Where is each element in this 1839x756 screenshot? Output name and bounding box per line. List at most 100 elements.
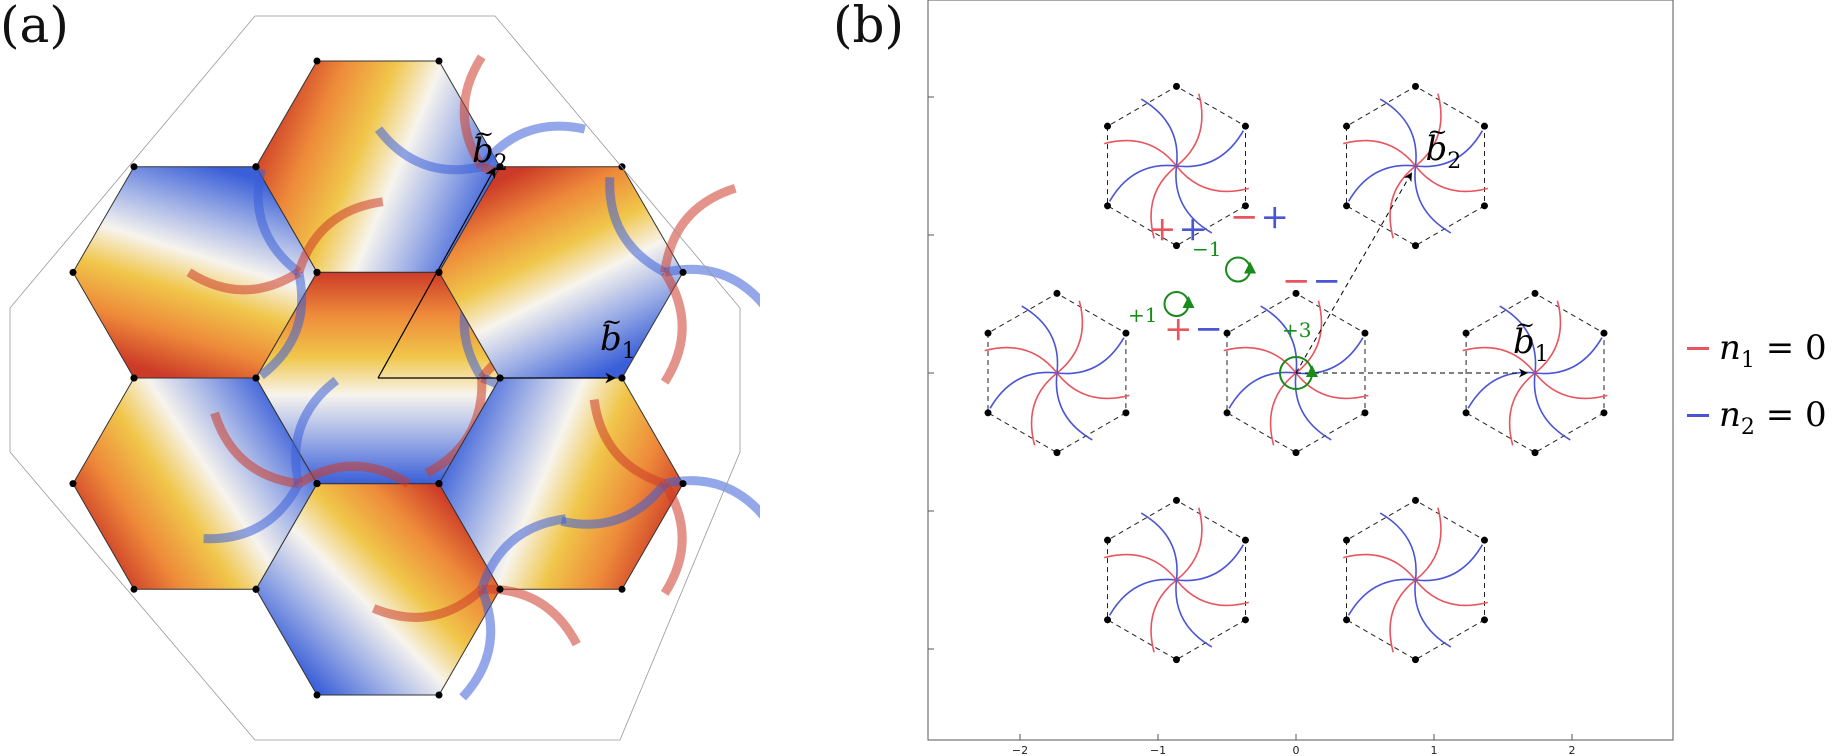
nodal-line-n2	[1108, 578, 1177, 616]
phase-band	[660, 269, 687, 385]
lattice-point	[1480, 616, 1488, 624]
vector-b1-label-tilde: ~	[602, 308, 622, 336]
nodal-line-n2	[1534, 337, 1603, 375]
nodal-line-n2	[1021, 305, 1059, 374]
lattice-point	[1361, 409, 1369, 417]
lattice-point	[496, 585, 504, 593]
x-tick-label: −2	[1012, 744, 1028, 756]
phase-band	[258, 271, 307, 380]
lattice-point	[1343, 122, 1351, 130]
lattice-point	[1343, 616, 1351, 624]
panel-a-label: (a)	[0, 0, 69, 54]
phase-band	[477, 514, 567, 591]
nodal-line-n1	[1534, 372, 1608, 400]
nodal-line-n1	[1342, 553, 1417, 581]
nodal-line-n1	[1389, 579, 1417, 653]
lattice-point	[252, 163, 260, 171]
lattice-point	[1600, 329, 1608, 337]
lattice-point	[984, 329, 992, 337]
lattice-point	[1600, 409, 1608, 417]
x-tick-label: −1	[1150, 744, 1166, 756]
lattice-point	[1241, 536, 1249, 544]
sign-label: ++	[1148, 209, 1207, 249]
phase-band	[253, 168, 302, 276]
nodal-line-n1	[1414, 579, 1489, 607]
nodal-line-n1	[1508, 372, 1536, 446]
phase-band	[663, 476, 760, 519]
outer-outline	[9, 15, 741, 741]
legend-label-n2: n2 = 0	[1719, 395, 1827, 440]
lattice-point	[1241, 122, 1249, 130]
phase-band	[478, 121, 586, 170]
vector-b2-arrow	[377, 167, 496, 379]
sign-label: +−	[1164, 309, 1223, 349]
winding-label: +3	[1282, 318, 1311, 342]
legend-label-n1: n1 = 0	[1719, 328, 1827, 373]
lattice-point	[618, 585, 626, 593]
nodal-line-n1	[1175, 93, 1203, 167]
lattice-point	[679, 480, 687, 488]
nodal-line-n2	[1414, 165, 1452, 234]
nodal-line-n2	[1140, 512, 1178, 581]
lattice-point	[1343, 536, 1351, 544]
nodal-line-n2	[1295, 337, 1364, 375]
lattice-point	[313, 57, 321, 65]
winding-circle	[1225, 256, 1252, 283]
lattice-point	[1480, 202, 1488, 210]
nodal-line-n1	[1415, 507, 1442, 581]
phase-band	[296, 461, 411, 488]
lattice-point	[1462, 409, 1470, 417]
lattice-point	[496, 163, 504, 171]
nodal-line-n1	[1103, 553, 1178, 581]
lattice-point	[1122, 329, 1130, 337]
nodal-line-n1	[1175, 507, 1203, 581]
nodal-line-n2	[1414, 579, 1452, 648]
lattice-point	[1172, 656, 1180, 664]
nodal-line-n1	[1342, 139, 1417, 167]
lattice-point	[1172, 82, 1180, 90]
phase-band	[663, 264, 760, 308]
lattice-point	[1053, 289, 1061, 297]
nodal-line-n2	[1379, 98, 1417, 167]
nodal-line-n1	[1103, 139, 1178, 167]
phase-band	[560, 480, 669, 529]
panel-b-label: (b)	[833, 0, 905, 54]
nodal-line-n1	[1175, 165, 1250, 193]
vector-b2-label-tilde: ~	[474, 120, 494, 148]
nodal-line-n1	[1534, 300, 1562, 374]
lattice-point	[1462, 329, 1470, 337]
nodal-line-n2	[1056, 337, 1125, 375]
legend-swatch-blue	[1687, 414, 1709, 417]
lattice-point	[1412, 496, 1420, 504]
winding-label: +1	[1128, 303, 1157, 327]
lattice-point	[252, 585, 260, 593]
nodal-line-n2	[1499, 305, 1537, 374]
x-tick-label: 1	[1431, 744, 1438, 756]
nodal-line-n1	[1056, 300, 1084, 374]
phase-band	[589, 398, 667, 488]
lattice-point	[435, 57, 443, 65]
phase-band	[459, 54, 486, 170]
nodal-line-n1	[1269, 372, 1297, 446]
nodal-line-n1	[1295, 372, 1369, 400]
phase-band	[605, 177, 667, 277]
nodal-line-n2	[1260, 305, 1298, 374]
lattice-point	[435, 691, 443, 699]
lattice-point	[313, 480, 321, 488]
lattice-point	[1480, 536, 1488, 544]
nodal-line-n2	[1175, 579, 1213, 648]
lattice-point	[1531, 289, 1539, 297]
phase-band	[374, 126, 483, 175]
lattice-point	[1292, 289, 1300, 297]
lattice-point	[984, 409, 992, 417]
phase-band	[459, 587, 496, 701]
nodal-line-n2	[1347, 578, 1416, 616]
nodal-line-n2	[1108, 164, 1177, 202]
nodal-line-n2	[1176, 130, 1245, 168]
lattice-point	[1053, 449, 1061, 457]
legend-item-n1: n1 = 0	[1683, 328, 1839, 373]
plot-frame	[927, 0, 1674, 741]
lattice-point	[435, 480, 443, 488]
nodal-line-n1	[1462, 346, 1536, 374]
lattice-point	[1104, 122, 1112, 130]
